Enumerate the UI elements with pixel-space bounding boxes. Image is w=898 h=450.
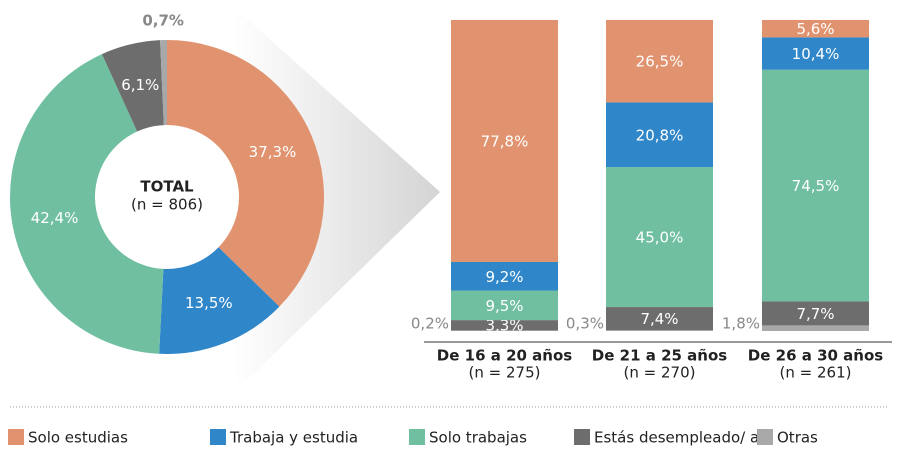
x-tick-note: (n = 270) — [624, 364, 696, 382]
bar-segment — [606, 167, 713, 308]
bar-segment — [451, 330, 558, 331]
bar-label: 7,7% — [796, 305, 834, 323]
bar-segment — [762, 20, 869, 38]
x-tick-note: (n = 275) — [469, 364, 541, 382]
x-tick-note: (n = 261) — [780, 364, 852, 382]
bar-segment — [762, 69, 869, 302]
bar-segment — [451, 320, 558, 331]
legend-swatch — [409, 429, 425, 445]
legend-label: Solo trabajas — [429, 429, 527, 447]
bar-label: 5,6% — [796, 20, 834, 38]
donut-slice — [159, 247, 280, 354]
slice-label: 0,7% — [142, 12, 184, 30]
bar-label: 45,0% — [636, 229, 684, 247]
bar-segment — [451, 20, 558, 262]
bar-label: 20,8% — [636, 126, 684, 144]
donut-slice — [101, 40, 164, 132]
x-tick-label: De 26 a 30 años — [748, 347, 883, 365]
center-title: TOTAL — [140, 178, 194, 196]
bar-segment — [762, 37, 869, 70]
bar-label: 1,8% — [722, 315, 760, 333]
bar-segment — [606, 307, 713, 331]
bar-segment — [606, 330, 713, 331]
bar-label: 0,2% — [411, 315, 449, 333]
legend-swatch — [757, 429, 773, 445]
x-tick-label: De 21 a 25 años — [592, 347, 727, 365]
center-subtitle: (n = 806) — [131, 196, 203, 214]
legend-label: Solo estudias — [28, 429, 128, 447]
bar-label: 9,5% — [485, 297, 523, 315]
bar-segment — [762, 301, 869, 326]
bar-label: 3,3% — [485, 317, 523, 335]
bar-segment — [762, 325, 869, 331]
donut-slice — [167, 40, 325, 307]
donut-slice — [9, 54, 164, 354]
bar-segment — [451, 261, 558, 291]
legend-label: Estás desempleado/ a — [594, 429, 759, 447]
legend-swatch — [8, 429, 24, 445]
bar-label: 7,4% — [640, 310, 678, 328]
slice-label: 42,4% — [31, 209, 79, 227]
bar-label: 9,2% — [485, 268, 523, 286]
legend-label: Otras — [777, 429, 818, 447]
legend-swatch — [210, 429, 226, 445]
donut-slice — [160, 40, 167, 126]
bar-label: 10,4% — [792, 45, 840, 63]
x-tick-label: De 16 a 20 años — [437, 347, 572, 365]
bar-label: 0,3% — [566, 315, 604, 333]
legend-swatch — [574, 429, 590, 445]
slice-label: 37,3% — [249, 143, 297, 161]
slice-label: 6,1% — [121, 76, 159, 94]
bar-label: 26,5% — [636, 53, 684, 71]
bar-segment — [606, 102, 713, 168]
bar-label: 74,5% — [792, 177, 840, 195]
slice-label: 13,5% — [185, 294, 233, 312]
bar-segment — [451, 290, 558, 321]
legend-label: Trabaja y estudia — [229, 429, 358, 447]
bar-label: 77,8% — [481, 132, 529, 150]
bar-segment — [606, 20, 713, 103]
